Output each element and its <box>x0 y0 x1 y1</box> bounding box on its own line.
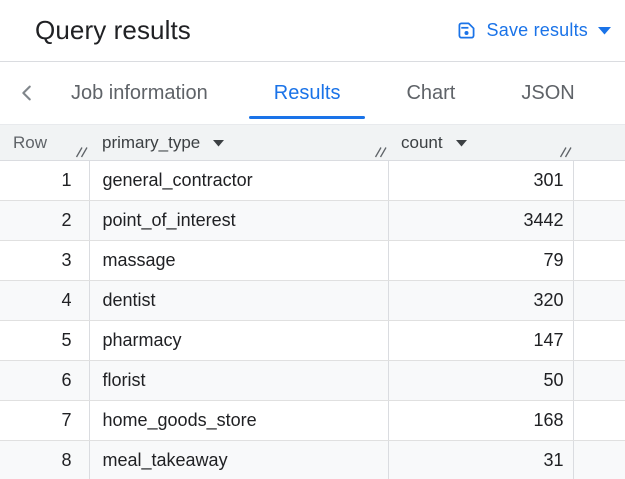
primary-type-cell: home_goods_store <box>89 400 389 441</box>
row-number-cell: 6 <box>0 360 90 401</box>
filler-cell <box>573 440 625 479</box>
table-row: 6 florist 50 <box>0 360 625 401</box>
tab-chart[interactable]: Chart <box>406 81 456 104</box>
column-resize-handle-icon[interactable] <box>558 145 572 159</box>
primary-type-cell: meal_takeaway <box>89 440 389 479</box>
table-row: 4 dentist 320 <box>0 280 625 321</box>
column-label-row: Row <box>13 132 48 152</box>
filler-cell <box>573 280 625 321</box>
column-resize-handle-icon[interactable] <box>74 145 88 159</box>
filler-cell <box>573 160 625 201</box>
results-tabbar: Job information Results Chart JSON <box>0 62 625 124</box>
row-number-cell: 2 <box>0 200 90 241</box>
primary-type-cell: massage <box>89 240 389 281</box>
row-number-cell: 3 <box>0 240 90 281</box>
column-header-row: Row <box>0 124 89 161</box>
column-resize-handle-icon[interactable] <box>373 145 387 159</box>
filler-cell <box>573 240 625 281</box>
column-header-count[interactable]: count <box>388 124 573 161</box>
primary-type-cell: point_of_interest <box>89 200 389 241</box>
table-row: 5 pharmacy 147 <box>0 320 625 361</box>
table-row: 8 meal_takeaway 31 <box>0 440 625 479</box>
count-cell: 301 <box>388 160 574 201</box>
save-results-button[interactable]: Save results <box>456 20 611 41</box>
chevron-left-icon <box>22 85 31 101</box>
row-number-cell: 1 <box>0 160 90 201</box>
count-cell: 168 <box>388 400 574 441</box>
count-cell: 3442 <box>388 200 574 241</box>
table-row: 7 home_goods_store 168 <box>0 400 625 441</box>
chevron-down-icon <box>598 26 611 34</box>
page-title: Query results <box>35 15 191 45</box>
table-header-row: Row primary_type <box>0 124 625 161</box>
column-header-primary-type[interactable]: primary_type <box>89 124 388 161</box>
sort-caret-icon[interactable] <box>455 140 467 147</box>
filler-cell <box>573 360 625 401</box>
row-number-cell: 5 <box>0 320 90 361</box>
filler-cell <box>573 200 625 241</box>
results-table: Row primary_type <box>0 124 625 479</box>
save-results-label: Save results <box>486 20 588 40</box>
primary-type-cell: general_contractor <box>89 160 389 201</box>
row-number-cell: 4 <box>0 280 90 321</box>
tab-results[interactable]: Results <box>248 62 366 124</box>
column-label-count: count <box>401 132 443 152</box>
tab-json[interactable]: JSON <box>521 81 575 104</box>
sort-caret-icon[interactable] <box>213 140 225 147</box>
count-cell: 147 <box>388 320 574 361</box>
column-header-filler <box>573 124 625 161</box>
column-label-primary-type: primary_type <box>102 132 201 152</box>
table-row: 2 point_of_interest 3442 <box>0 200 625 241</box>
primary-type-cell: dentist <box>89 280 389 321</box>
count-cell: 320 <box>388 280 574 321</box>
primary-type-cell: pharmacy <box>89 320 389 361</box>
table-row: 1 general_contractor 301 <box>0 160 625 201</box>
tab-job-information[interactable]: Job information <box>71 81 208 104</box>
filler-cell <box>573 400 625 441</box>
panel-header: Query results Save results <box>0 0 625 62</box>
row-number-cell: 7 <box>0 400 90 441</box>
tabs-back-button[interactable] <box>8 62 46 124</box>
count-cell: 31 <box>388 440 574 479</box>
count-cell: 79 <box>388 240 574 281</box>
primary-type-cell: florist <box>89 360 389 401</box>
table-row: 3 massage 79 <box>0 240 625 281</box>
filler-cell <box>573 320 625 361</box>
row-number-cell: 8 <box>0 440 90 479</box>
count-cell: 50 <box>388 360 574 401</box>
save-icon <box>458 22 475 39</box>
